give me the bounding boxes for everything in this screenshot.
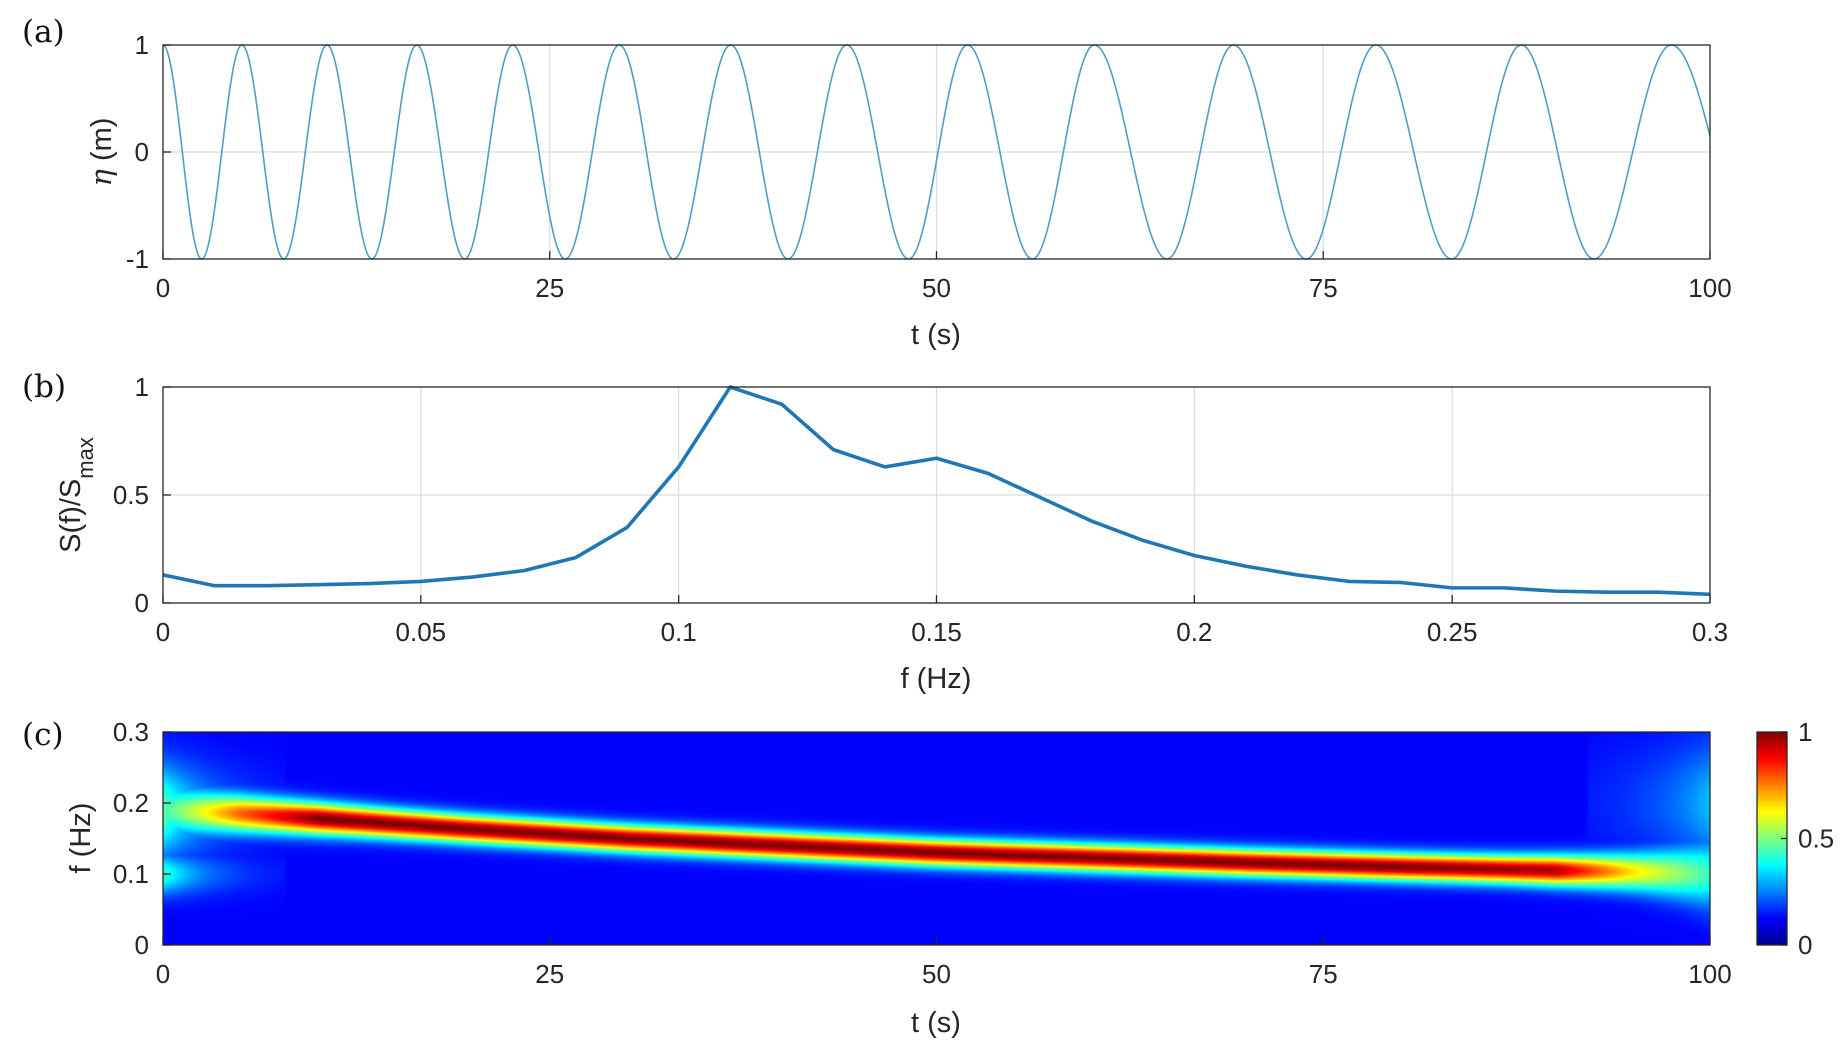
- colorbar-tick-label: 0.5: [1798, 824, 1834, 854]
- panel-b-xtick-label: 0.25: [1427, 617, 1478, 647]
- panel-b-xtick-label: 0.15: [911, 617, 962, 647]
- panel-b-ylabel: S(f)/Smax: [55, 437, 98, 553]
- panel-a-grid: [163, 45, 1710, 259]
- panel-b-ylabel-main: S(f)/S: [55, 479, 87, 553]
- panel-a-ylabel: η (m): [84, 118, 118, 187]
- panel-c-ytick-label: 0.3: [113, 717, 149, 747]
- panel-a-xtick-label: 75: [1309, 273, 1338, 303]
- panel-a-xtick-label: 50: [922, 273, 951, 303]
- panel-c-xlabel: t (s): [911, 1007, 961, 1039]
- panel-a-xtick-label: 25: [535, 273, 564, 303]
- panel-a-xtick-label: 0: [156, 273, 170, 303]
- panel-b-ytick-label: 1: [135, 372, 149, 402]
- colorbar-ticks: 00.51: [1781, 717, 1834, 960]
- panel-b-spectrum: 0 0.05 0.1 0.15 0.2 0.25 0.3 0 0.5 1 f (Hz) S(f)/…: [55, 372, 1728, 695]
- panel-c-xtick-label: 75: [1309, 959, 1338, 989]
- panel-c-ytick-label: 0.1: [113, 859, 149, 889]
- panel-label-c: (c): [22, 717, 64, 753]
- colorbar-tick-label: 0: [1798, 930, 1812, 960]
- panel-b-xlabel: f (Hz): [901, 663, 972, 695]
- panel-b-grid: [163, 387, 1710, 603]
- colorbar-tick-label: 1: [1798, 717, 1812, 747]
- panel-b-ylabel-sub: max: [73, 437, 98, 479]
- panel-a-ytick-label: -1: [126, 244, 149, 274]
- panel-a-ytick-label: 0: [135, 137, 149, 167]
- panel-c-ylabel: f (Hz): [65, 803, 97, 874]
- panel-b-xtick-label: 0.1: [661, 617, 697, 647]
- panel-a-ticks: 0 25 50 75 100-101: [126, 30, 1732, 303]
- panel-a-xtick-label: 100: [1688, 273, 1731, 303]
- panel-b-ytick-label: 0.5: [113, 480, 149, 510]
- panel-b-xtick-label: 0.3: [1692, 617, 1728, 647]
- panel-c-xtick-label: 50: [922, 959, 951, 989]
- panel-c-xtick-label: 25: [535, 959, 564, 989]
- panel-b-xtick-label: 0.05: [396, 617, 447, 647]
- panel-c-heatmap-image: [163, 732, 1710, 945]
- panel-c-xtick-label: 0: [156, 959, 170, 989]
- panel-label-a: (a): [22, 14, 65, 50]
- panel-a-ylabel-symbol: η: [84, 168, 118, 186]
- panel-b-ticks: 0 0.05 0.1 0.15 0.2 0.25 0.3 0 0.5 1: [113, 372, 1728, 647]
- panel-b-xtick-label: 0: [156, 617, 170, 647]
- panel-c-ticks: 0 25 50 75 100 0 0.1 0.2 0.3: [113, 717, 1732, 989]
- panel-c-ytick-label: 0: [135, 930, 149, 960]
- panel-a-time-series: 0 25 50 75 100-101 t (s) η (m): [84, 30, 1732, 351]
- panel-a-ylabel-unit: (m): [86, 118, 118, 170]
- panel-b-xtick-label: 0.2: [1176, 617, 1212, 647]
- panel-a-xlabel: t (s): [911, 319, 961, 351]
- panel-b-ytick-label: 0: [135, 588, 149, 618]
- panel-c-xtick-label: 100: [1688, 959, 1731, 989]
- panel-a-ytick-label: 1: [135, 30, 149, 60]
- panel-label-b: (b): [22, 369, 66, 405]
- panel-c-ytick-label: 0.2: [113, 788, 149, 818]
